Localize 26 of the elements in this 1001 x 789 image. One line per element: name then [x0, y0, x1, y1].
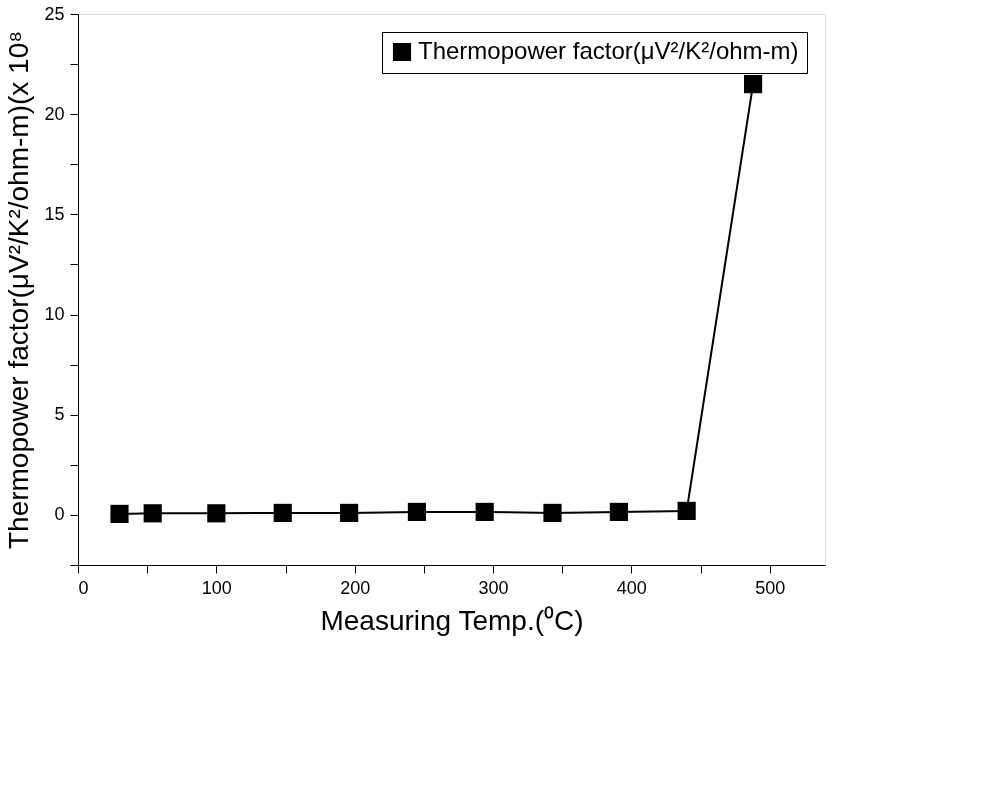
x-tick-label: 500 — [755, 577, 786, 598]
x-tick-label: 300 — [478, 577, 509, 598]
x-tick-label: 0 — [78, 577, 89, 598]
y-tick-label: 5 — [54, 404, 65, 425]
point — [340, 503, 359, 522]
point — [110, 504, 129, 523]
point — [543, 503, 562, 522]
point — [677, 501, 696, 520]
y-axis-title: Thermopower factor(μV²/K²/ohm-m)(x 10⁸ — [3, 30, 35, 550]
x-axis-title: Measuring Temp.(⁰C) — [320, 604, 584, 636]
legend-label: Thermopower factor(μV²/K²/ohm-m) — [418, 37, 799, 64]
point — [273, 503, 292, 522]
point — [743, 75, 763, 94]
point — [143, 504, 162, 523]
y-tick-label: 10 — [44, 304, 65, 325]
point — [609, 502, 628, 521]
y-tick-label: 20 — [44, 103, 65, 124]
x-tick-label: 100 — [201, 577, 232, 598]
y-tick-label: 15 — [44, 203, 65, 224]
point — [207, 504, 226, 523]
y-tick-label: 0 — [54, 504, 65, 525]
x-tick-label: 400 — [616, 577, 647, 598]
x-tick-label: 200 — [340, 577, 371, 598]
y-tick-label: 25 — [44, 3, 65, 24]
point — [475, 502, 494, 521]
point — [407, 502, 426, 521]
